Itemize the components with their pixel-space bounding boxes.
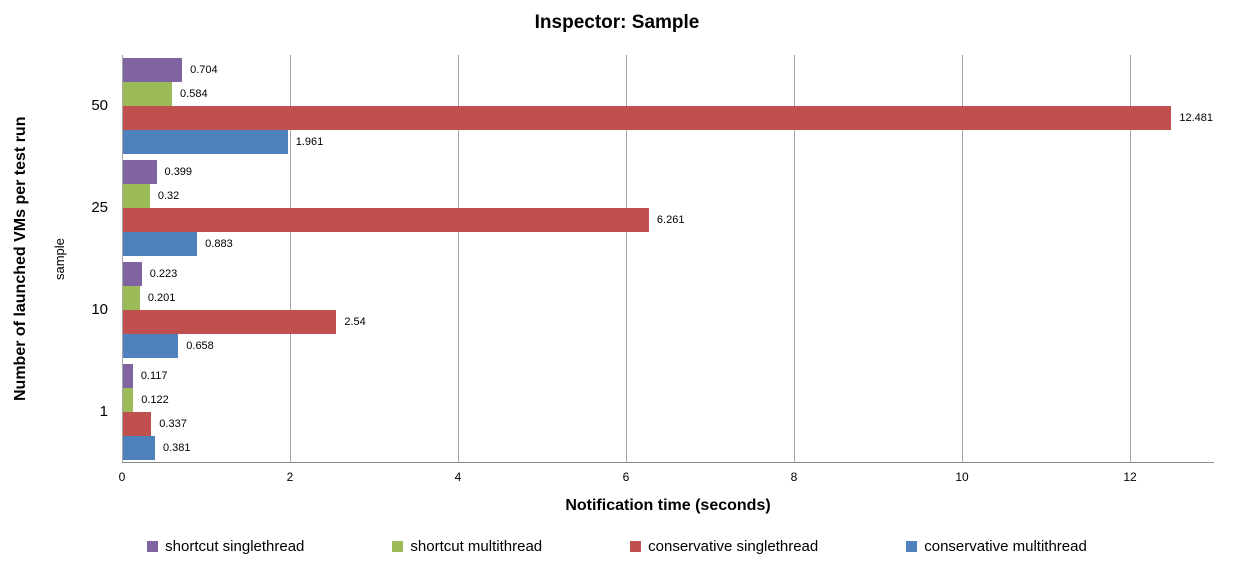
bar-shortcut-singlethread-cat-25 — [123, 160, 157, 184]
gridline — [962, 55, 963, 463]
bar-shortcut-singlethread-cat-10 — [123, 262, 142, 286]
category-label: 1 — [99, 403, 108, 420]
legend-item-label: conservative multithread — [924, 538, 1087, 555]
bar-conservative-singlethread-cat-10 — [123, 310, 337, 334]
gridline — [626, 55, 627, 463]
bar-shortcut-singlethread-cat-1 — [123, 364, 133, 388]
legend-item: conservative multithread — [906, 538, 1087, 555]
legend-item: shortcut multithread — [392, 538, 542, 555]
bar-value-label: 1.961 — [295, 136, 324, 148]
category-label: 25 — [91, 199, 108, 216]
x-axis-title: Notification time (seconds) — [565, 497, 771, 514]
bar-value-label: 0.122 — [141, 394, 169, 406]
legend-item-label: shortcut singlethread — [165, 538, 305, 555]
x-tick-label: 12 — [1123, 470, 1137, 484]
gridline — [458, 55, 459, 463]
bar-conservative-multithread-cat-25 — [123, 232, 198, 256]
bar-value-label: 0.201 — [147, 292, 176, 304]
legend-item-label: conservative singlethread — [648, 538, 819, 555]
legend-swatch-icon — [147, 541, 159, 552]
bar-shortcut-multithread-cat-10 — [123, 286, 140, 310]
bar-shortcut-multithread-cat-25 — [123, 184, 150, 208]
legend-swatch-icon — [906, 541, 918, 552]
legend-item: shortcut singlethread — [147, 538, 304, 555]
chart-title: Inspector: Sample — [534, 12, 700, 33]
bar-conservative-multithread-cat-50 — [123, 130, 288, 154]
x-axis-line — [122, 462, 1214, 463]
bar-value-label: 0.381 — [163, 442, 191, 454]
gridline — [1130, 55, 1131, 463]
bar-value-label: 0.223 — [149, 268, 178, 280]
gridline — [122, 55, 123, 463]
bar-value-label: 6.261 — [656, 214, 685, 226]
x-tick-label: 8 — [790, 470, 798, 484]
bar-value-label: 0.32 — [157, 190, 180, 202]
category-label: 50 — [91, 97, 108, 114]
x-tick-label: 4 — [454, 470, 462, 484]
bar-conservative-singlethread-cat-50 — [123, 106, 1172, 130]
bar-shortcut-singlethread-cat-50 — [123, 58, 183, 82]
gridline — [290, 55, 291, 463]
bar-value-label: 0.117 — [140, 370, 168, 382]
bar-conservative-singlethread-cat-25 — [123, 208, 649, 232]
legend-item: conservative singlethread — [630, 538, 818, 555]
legend-item-label: shortcut multithread — [410, 538, 543, 555]
bar-value-label: 0.883 — [205, 238, 233, 250]
bar-value-label: 0.399 — [164, 166, 193, 178]
legend: shortcut singlethread shortcut multithrea… — [0, 538, 1234, 555]
plot-area: 0.704 0.399 0.223 0.117 0.584 0.32 0.201 0.122 1… — [122, 55, 1214, 463]
x-tick-label: 6 — [622, 470, 630, 484]
bar-conservative-multithread-cat-10 — [123, 334, 179, 358]
x-tick-label: 2 — [286, 470, 294, 484]
gridline — [794, 55, 795, 463]
bar-value-label: 0.584 — [180, 88, 208, 100]
bar-value-label: 0.658 — [186, 340, 214, 352]
bar-value-label: 0.704 — [190, 64, 218, 76]
bar-conservative-multithread-cat-1 — [123, 436, 155, 460]
y-category-labels: 50 25 10 1 — [0, 55, 108, 463]
legend-swatch-icon — [392, 541, 404, 552]
bar-conservative-singlethread-cat-1 — [123, 412, 152, 436]
x-tick-label: 10 — [955, 470, 969, 484]
x-tick-label: 0 — [118, 470, 126, 484]
bar-shortcut-multithread-cat-50 — [123, 82, 173, 106]
bar-value-label: 0.337 — [159, 418, 187, 430]
category-label: 10 — [91, 301, 108, 318]
bar-value-label: 12.481 — [1179, 112, 1214, 124]
bar-value-label: 2.54 — [344, 316, 366, 328]
x-axis-ticks: 0 2 4 6 8 10 12 — [118, 470, 1214, 486]
legend-swatch-icon — [630, 541, 642, 552]
bar-shortcut-multithread-cat-1 — [123, 388, 134, 412]
